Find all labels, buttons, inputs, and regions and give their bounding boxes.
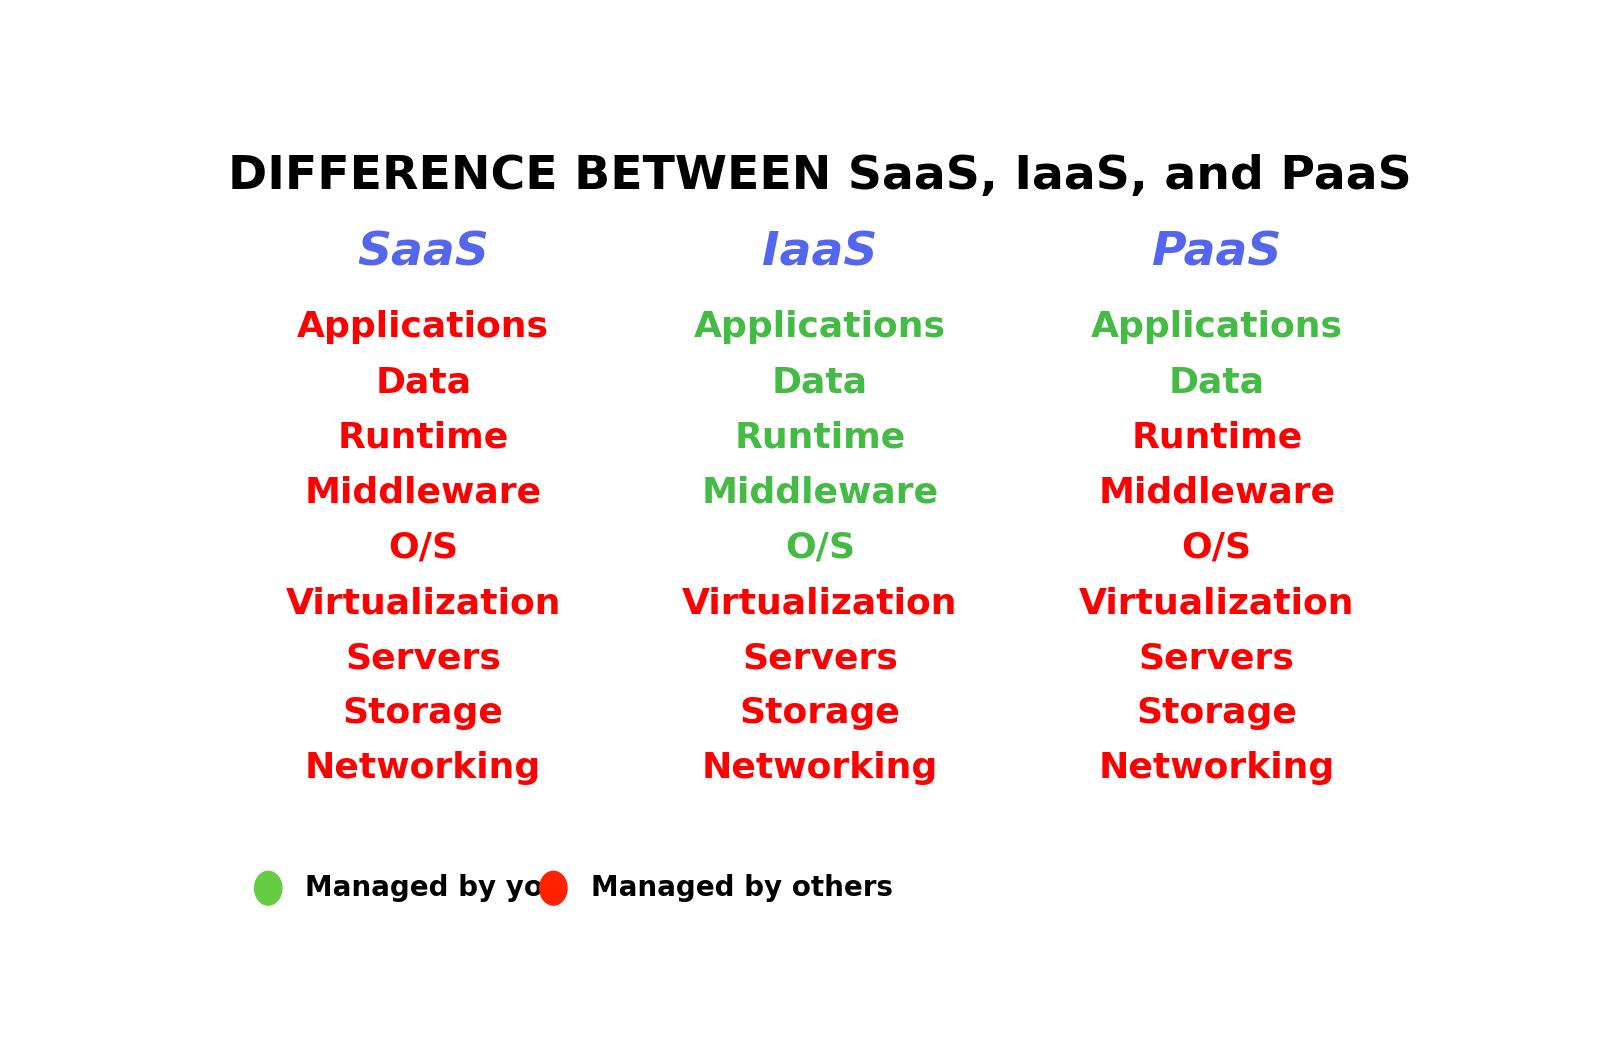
Text: Virtualization: Virtualization (285, 586, 562, 620)
Text: Data: Data (771, 366, 869, 399)
Text: Runtime: Runtime (734, 421, 906, 455)
Text: Networking: Networking (306, 751, 541, 786)
Text: Storage: Storage (342, 696, 504, 730)
Text: O/S: O/S (786, 531, 854, 565)
Text: PaaS: PaaS (1152, 230, 1282, 275)
Text: Middleware: Middleware (304, 475, 542, 510)
Text: Runtime: Runtime (338, 421, 509, 455)
Text: Networking: Networking (1099, 751, 1334, 786)
Text: Servers: Servers (742, 642, 898, 675)
Text: Runtime: Runtime (1131, 421, 1302, 455)
Text: DIFFERENCE BETWEEN SaaS, IaaS, and PaaS: DIFFERENCE BETWEEN SaaS, IaaS, and PaaS (229, 154, 1411, 199)
Text: Applications: Applications (694, 310, 946, 345)
Text: IaaS: IaaS (762, 230, 878, 275)
Text: Virtualization: Virtualization (682, 586, 958, 620)
Text: Middleware: Middleware (701, 475, 939, 510)
Text: Applications: Applications (1091, 310, 1342, 345)
Text: Applications: Applications (298, 310, 549, 345)
Text: Managed by you: Managed by you (306, 875, 563, 902)
Text: Virtualization: Virtualization (1078, 586, 1355, 620)
Text: Servers: Servers (1139, 642, 1294, 675)
Text: Networking: Networking (702, 751, 938, 786)
Text: Data: Data (1168, 366, 1266, 399)
Text: Storage: Storage (739, 696, 901, 730)
Text: O/S: O/S (1182, 531, 1251, 565)
Text: Data: Data (374, 366, 472, 399)
Text: Managed by others: Managed by others (590, 875, 893, 902)
Text: SaaS: SaaS (357, 230, 490, 275)
Ellipse shape (539, 872, 566, 905)
Text: O/S: O/S (389, 531, 458, 565)
Text: Middleware: Middleware (1098, 475, 1336, 510)
Ellipse shape (254, 872, 282, 905)
Text: Storage: Storage (1136, 696, 1298, 730)
Text: Servers: Servers (346, 642, 501, 675)
